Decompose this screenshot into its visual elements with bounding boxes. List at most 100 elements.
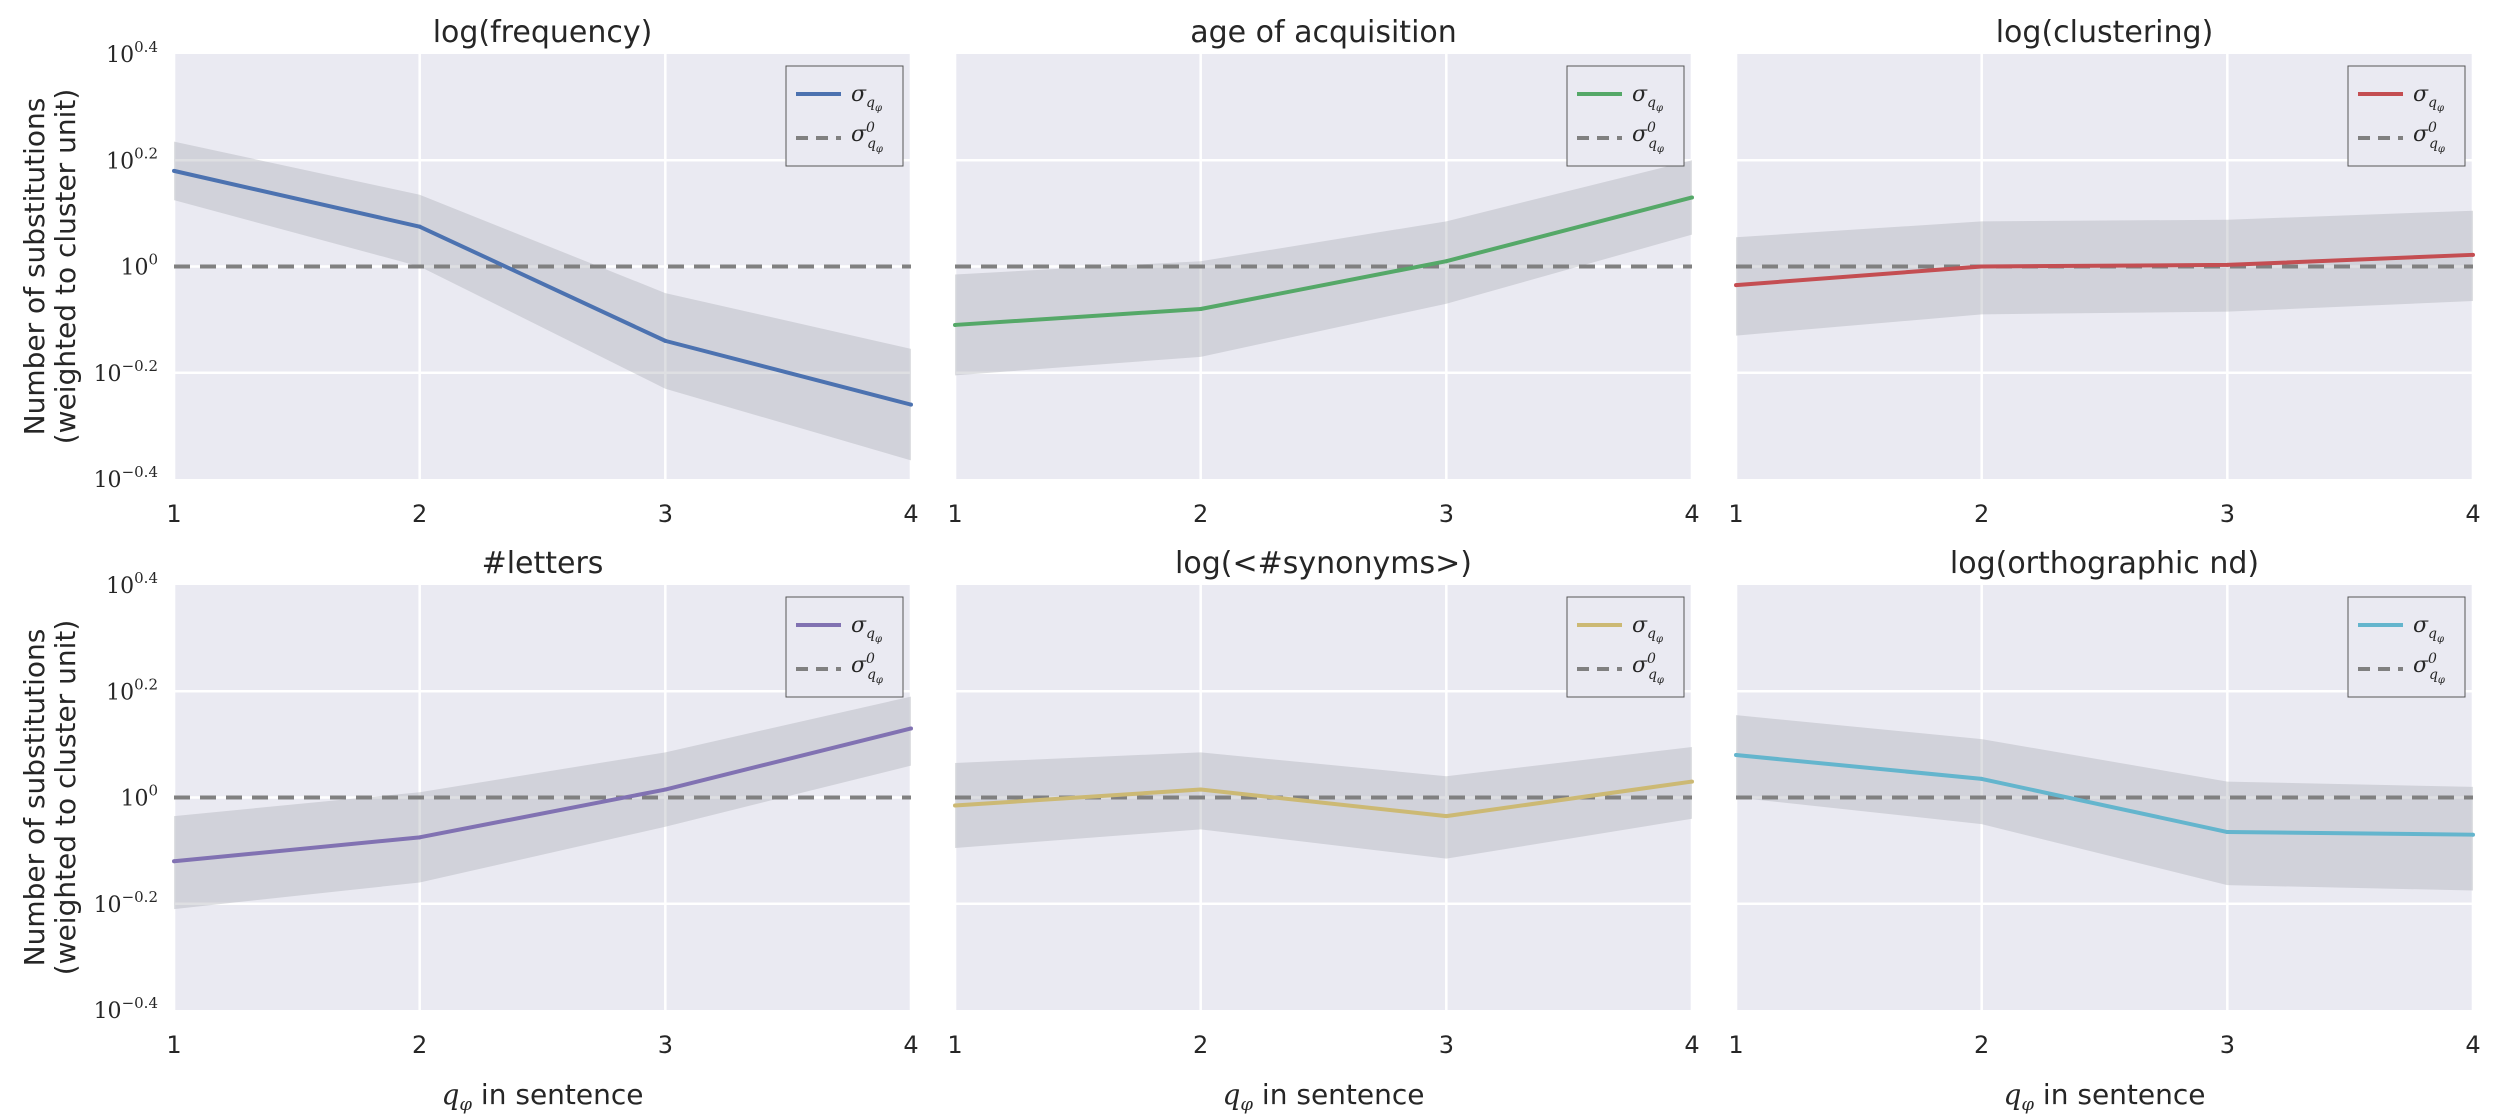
subplot-title: log(<#synonyms>): [1175, 546, 1472, 581]
data-point: [1690, 779, 1694, 784]
subplot-title: log(frequency): [433, 15, 653, 50]
x-axis-label: qφ in sentence: [441, 1078, 643, 1115]
series-line: [173, 168, 912, 407]
y-tick-label: 10−0.4: [94, 994, 158, 1024]
subplot-5: log(<#synonyms>) 1 2 3 4 qφ in sentence σqφ σ0 q…: [947, 546, 1699, 1115]
data-point: [1734, 283, 1738, 288]
x-tick-label: 2: [412, 1031, 427, 1059]
data-point: [2471, 832, 2475, 837]
y-tick-label: 100.4: [106, 38, 158, 68]
confidence-band: [174, 696, 911, 910]
legend-label-baseline: σ0 qφ: [2413, 651, 2445, 686]
data-point: [1198, 307, 1203, 311]
data-point: [417, 224, 422, 229]
data-point: [1979, 776, 1984, 781]
x-tick-label: 4: [1684, 1031, 1699, 1059]
y-tick-label: 10−0.2: [94, 357, 158, 387]
subplot-3: log(clustering) 1 2 3 4 σqφ σ0 qφ: [1728, 15, 2480, 528]
x-tick-label: 3: [2220, 500, 2235, 528]
y-tick-label: 10−0.2: [94, 888, 158, 918]
x-tick-label: 2: [1193, 1031, 1208, 1059]
data-point: [909, 402, 913, 407]
x-tick-label: 3: [1439, 1031, 1454, 1059]
x-axis-label: qφ in sentence: [1222, 1078, 1424, 1115]
x-tick-label: 3: [1439, 500, 1454, 528]
data-point: [1734, 753, 1738, 757]
x-tick-label: 1: [166, 1031, 181, 1059]
x-tick-label: 1: [947, 1031, 962, 1059]
legend-label-baseline: σ0 qφ: [851, 120, 883, 155]
data-point: [1444, 259, 1449, 264]
data-point: [172, 859, 176, 864]
series-line: [954, 779, 1693, 819]
y-tick-label: 100.2: [106, 144, 158, 174]
data-point: [663, 787, 668, 792]
data-point: [2225, 830, 2230, 835]
x-tick-label: 4: [2465, 1031, 2480, 1059]
series-line: [954, 195, 1693, 327]
y-axis-label: Number of substitutions(weighted to clus…: [18, 89, 82, 445]
subplot-4: #letters 1 2 3 4 10−0.4 10−0.2 100 100.2 100.4 Num…: [18, 546, 919, 1115]
x-tick-label: 4: [1684, 500, 1699, 528]
legend: σqφ σ0 qφ: [785, 596, 904, 698]
legend-label-baseline: σ0 qφ: [1632, 651, 1664, 686]
series-line: [1735, 252, 2474, 288]
legend: σqφ σ0 qφ: [1566, 596, 1685, 698]
subplot-1: log(frequency) 1 2 3 4 10−0.4 10−0.2 100 100.2 10…: [18, 15, 919, 528]
legend-label-baseline: σ0 qφ: [1632, 120, 1664, 155]
y-tick-label: 100.2: [106, 675, 158, 705]
data-point: [2471, 252, 2475, 257]
x-axis-label: qφ in sentence: [2003, 1078, 2205, 1115]
x-tick-label: 3: [658, 500, 673, 528]
legend-box: [785, 65, 904, 167]
legend: σqφ σ0 qφ: [1566, 65, 1685, 167]
data-point: [1979, 264, 1984, 269]
subplot-2: age of acquisition 1 2 3 4 σqφ σ0 qφ: [947, 15, 1699, 528]
legend-box: [785, 596, 904, 698]
confidence-band: [174, 141, 911, 461]
x-tick-label: 3: [2220, 1031, 2235, 1059]
data-point: [909, 726, 913, 731]
x-tick-label: 1: [1728, 500, 1743, 528]
data-point: [2225, 262, 2230, 267]
data-point: [953, 803, 957, 808]
data-point: [417, 835, 422, 840]
y-tick-label: 100: [120, 251, 158, 281]
y-tick-label: 100.4: [106, 569, 158, 599]
legend: σqφ σ0 qφ: [2347, 596, 2466, 698]
x-tick-label: 2: [1974, 500, 1989, 528]
subplot-title: log(orthographic nd): [1950, 546, 2259, 581]
x-tick-label: 4: [2465, 500, 2480, 528]
legend-box: [2347, 65, 2466, 167]
x-tick-label: 1: [947, 500, 962, 528]
series-line: [1735, 753, 2474, 837]
series-line: [173, 726, 912, 864]
data-point: [663, 338, 668, 343]
legend-label-series: σqφ: [2413, 613, 2444, 645]
x-tick-label: 2: [1193, 500, 1208, 528]
x-tick-label: 1: [166, 500, 181, 528]
x-tick-label: 1: [1728, 1031, 1743, 1059]
legend-box: [2347, 596, 2466, 698]
subplot-title: log(clustering): [1996, 15, 2214, 50]
data-point: [1198, 787, 1203, 792]
legend: σqφ σ0 qφ: [2347, 65, 2466, 167]
data-point: [1690, 195, 1694, 200]
x-tick-label: 4: [903, 1031, 918, 1059]
data-point: [1444, 814, 1449, 819]
data-point: [953, 322, 957, 327]
legend-label-series: σqφ: [851, 82, 882, 114]
legend-label-series: σqφ: [851, 613, 882, 645]
legend-box: [1566, 65, 1685, 167]
legend-label-baseline: σ0 qφ: [2413, 120, 2445, 155]
confidence-band: [1736, 210, 2473, 336]
y-axis-label: Number of substitutions(weighted to clus…: [18, 620, 82, 976]
subplot-title: #letters: [482, 546, 604, 581]
subplot-title: age of acquisition: [1190, 15, 1457, 50]
x-tick-label: 2: [412, 500, 427, 528]
legend-label-series: σqφ: [1632, 82, 1663, 114]
legend-label-series: σqφ: [2413, 82, 2444, 114]
data-point: [172, 168, 176, 173]
x-tick-label: 4: [903, 500, 918, 528]
